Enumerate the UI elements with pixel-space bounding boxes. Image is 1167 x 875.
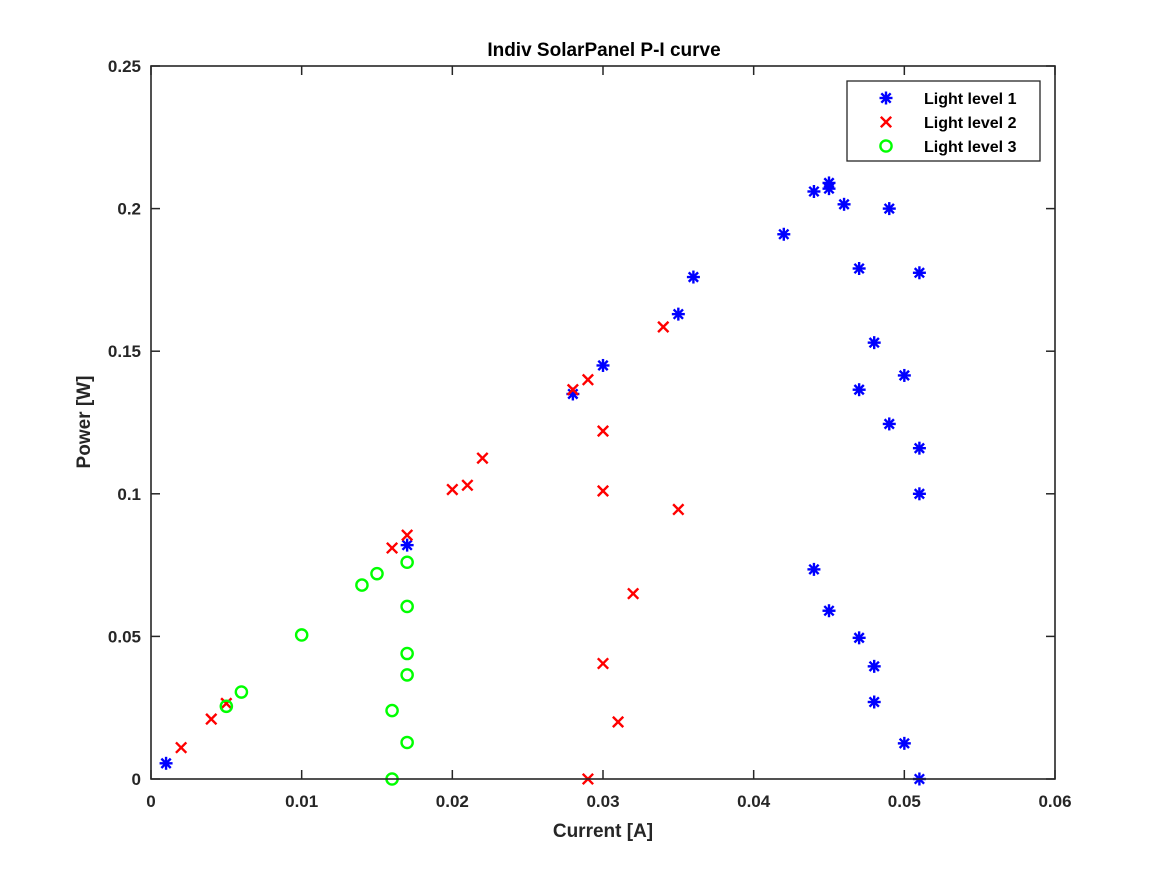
data-point — [175, 741, 188, 754]
data-point — [385, 703, 399, 718]
data-point — [672, 503, 685, 516]
data-point — [476, 452, 489, 465]
y-tick-label: 0.15 — [108, 342, 141, 361]
data-point — [400, 646, 414, 661]
data-point — [159, 756, 173, 770]
data-point — [596, 358, 610, 372]
data-point — [822, 604, 836, 618]
data-point — [882, 417, 896, 431]
data-point — [566, 383, 579, 396]
data-point — [446, 483, 459, 496]
data-point — [852, 631, 866, 645]
data-point — [671, 307, 685, 321]
data-point — [461, 479, 474, 492]
chart-title: Indiv SolarPanel P-I curve — [487, 40, 720, 61]
data-point — [401, 529, 414, 542]
data-point — [627, 587, 640, 600]
data-point — [294, 628, 309, 642]
data-point — [355, 578, 369, 592]
data-point — [400, 735, 414, 750]
plot-background — [151, 66, 1055, 779]
data-point — [400, 668, 414, 682]
data-point — [912, 441, 926, 455]
legend-marker — [879, 91, 893, 105]
data-point — [852, 261, 866, 275]
y-tick-label: 0.2 — [117, 200, 141, 219]
data-point — [400, 599, 414, 614]
legend-marker — [879, 115, 893, 129]
y-tick-label: 0.05 — [108, 627, 141, 646]
data-point — [822, 182, 836, 196]
legend-box — [846, 80, 1041, 162]
x-axis-label: Current [A] — [553, 821, 653, 842]
x-tick-label: 0.05 — [888, 792, 921, 811]
data-point — [777, 227, 791, 241]
legend-label: Light level 1 — [924, 91, 1017, 108]
y-tick-label: 0 — [132, 770, 141, 789]
data-point — [882, 202, 896, 216]
data-point — [400, 538, 414, 552]
legend-label: Light level 2 — [924, 115, 1017, 132]
data-point — [897, 368, 911, 382]
data-point — [912, 266, 926, 280]
data-point — [837, 197, 851, 211]
plot-area — [150, 65, 1056, 786]
axes-box — [150, 65, 1056, 780]
data-point — [596, 657, 610, 670]
x-tick-label: 0.01 — [285, 792, 318, 811]
data-point — [807, 184, 821, 198]
data-point — [897, 736, 911, 750]
data-point — [867, 659, 881, 673]
x-tick-labels: 0 0.01 0.02 0.03 0.04 0.05 0.06 — [146, 792, 1071, 811]
data-point — [205, 713, 218, 726]
data-point — [657, 320, 670, 334]
data-point — [912, 487, 926, 501]
data-point — [807, 562, 821, 576]
data-point — [596, 425, 610, 438]
data-point — [219, 699, 234, 714]
data-point — [852, 383, 866, 397]
data-point — [370, 566, 384, 581]
y-tick-label: 0.25 — [108, 57, 141, 76]
legend-entries: Light level 1 Light level 2 Light level 3 — [879, 91, 1017, 156]
data-point — [220, 697, 233, 710]
legend-marker — [879, 139, 893, 153]
data-point — [612, 715, 625, 729]
y-tick-label: 0.1 — [117, 485, 141, 504]
y-axis-label: Power [W] — [74, 376, 95, 469]
data-point — [386, 541, 399, 555]
x-tick-label: 0.04 — [737, 792, 771, 811]
data-point — [234, 685, 249, 699]
legend-label: Light level 3 — [924, 139, 1017, 156]
legend: Light level 1 Light level 2 Light level 3 — [846, 80, 1041, 162]
data-point — [867, 336, 881, 350]
x-tick-label: 0.03 — [586, 792, 619, 811]
data-point — [581, 373, 594, 386]
y-tick-labels: 0 0.05 0.1 0.15 0.2 0.25 — [108, 57, 141, 789]
data-point — [400, 555, 414, 570]
x-tick-label: 0 — [146, 792, 155, 811]
data-markers — [159, 176, 926, 786]
x-tick-label: 0.02 — [436, 792, 469, 811]
x-tick-label: 0.06 — [1038, 792, 1071, 811]
data-point — [867, 695, 881, 709]
data-point — [686, 270, 700, 284]
data-point — [596, 484, 610, 497]
